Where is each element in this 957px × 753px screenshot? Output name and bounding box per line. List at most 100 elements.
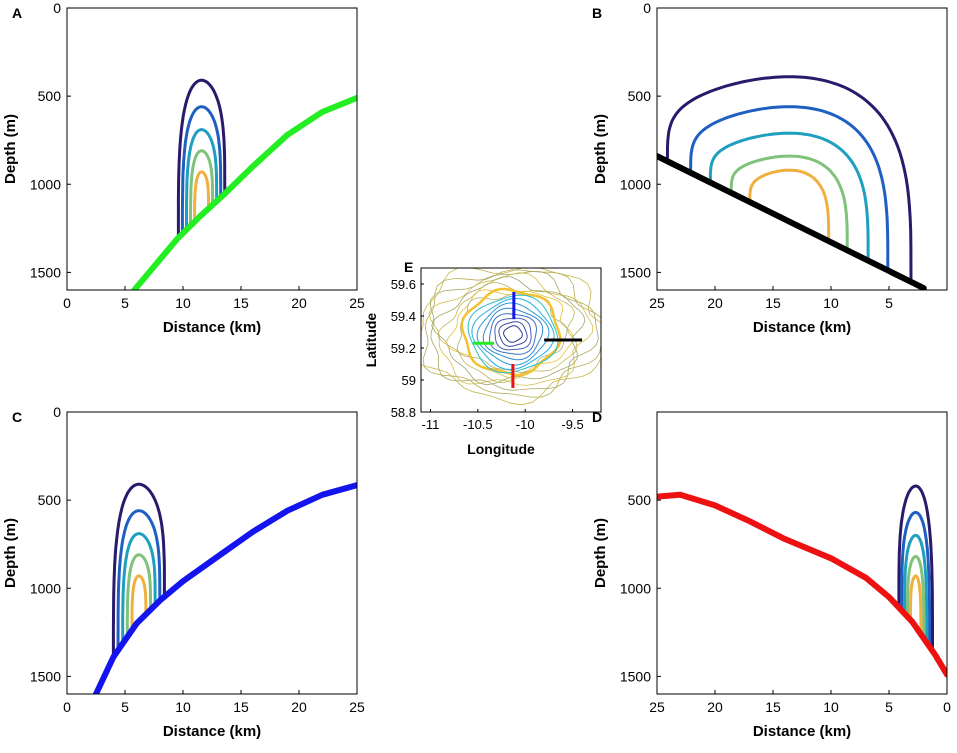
x-tick-label: 0 bbox=[943, 699, 951, 715]
contour-1 bbox=[665, 75, 913, 282]
y-tick-label: 1500 bbox=[620, 264, 651, 280]
panel-b: B 25 20 15 10 5 0 500 1000 1500 Distance (km) Depth… bbox=[592, 0, 948, 336]
map-box bbox=[420, 267, 602, 413]
axes-box bbox=[66, 411, 358, 695]
x-axis-label: Distance (km) bbox=[753, 319, 851, 336]
plot-area bbox=[131, 78, 357, 290]
y-tick-label: 1000 bbox=[30, 580, 61, 596]
x-tick-label: 15 bbox=[765, 295, 781, 311]
y-tick-label: 1500 bbox=[620, 668, 651, 684]
axes-box bbox=[656, 411, 948, 695]
panel-c: C 0 5 10 15 20 25 0 500 1000 1500 Distance (km) Dept… bbox=[2, 404, 365, 740]
inner-contour bbox=[471, 297, 555, 371]
inner-contour bbox=[503, 325, 523, 343]
y-tick-label: 1500 bbox=[30, 668, 61, 684]
x-tick-label: 0 bbox=[63, 699, 71, 715]
y-tick-label: 1000 bbox=[620, 176, 651, 192]
contour-4 bbox=[729, 154, 849, 251]
y-tick-label: 0 bbox=[53, 0, 61, 16]
y-tick-label: 1000 bbox=[30, 176, 61, 192]
y-tick-label: 1000 bbox=[620, 580, 651, 596]
contour-1 bbox=[176, 78, 227, 238]
x-tick-label: 25 bbox=[349, 295, 365, 311]
x-tick-label: 15 bbox=[233, 295, 249, 311]
x-tick-label: 10 bbox=[175, 699, 191, 715]
inner-contour bbox=[467, 294, 559, 374]
x-tick-label: 25 bbox=[649, 699, 665, 715]
outer-contour bbox=[437, 281, 578, 384]
contour-3 bbox=[121, 532, 157, 644]
plot-area bbox=[657, 484, 947, 678]
x-tick-label: 15 bbox=[233, 699, 249, 715]
x-axis-label: Distance (km) bbox=[163, 723, 261, 740]
x-tick-label: 25 bbox=[649, 295, 665, 311]
x-tick-label: 20 bbox=[707, 699, 723, 715]
x-tick-label: 5 bbox=[885, 295, 893, 311]
bathymetry-contours bbox=[421, 268, 601, 406]
contour-4 bbox=[189, 149, 215, 226]
x-tick-label: -9.5 bbox=[561, 417, 583, 432]
y-axis-label: Latitude bbox=[363, 313, 379, 368]
contour-1 bbox=[897, 484, 934, 651]
contour-2 bbox=[900, 511, 932, 647]
x-tick-label: 5 bbox=[121, 295, 129, 311]
contour-1 bbox=[111, 482, 166, 657]
x-tick-label: 5 bbox=[121, 699, 129, 715]
x-tick-label: 20 bbox=[291, 699, 307, 715]
panel-letter: C bbox=[12, 409, 22, 425]
y-tick-label: 500 bbox=[628, 492, 652, 508]
contour-3 bbox=[903, 533, 929, 643]
x-axis-label: Distance (km) bbox=[753, 723, 851, 740]
plot-area bbox=[93, 482, 357, 694]
x-tick-label: 5 bbox=[885, 699, 893, 715]
plot-area bbox=[657, 75, 927, 290]
y-tick-label: 1500 bbox=[30, 264, 61, 280]
y-tick-label: 59.6 bbox=[391, 277, 416, 292]
x-tick-label: -10 bbox=[516, 417, 535, 432]
contour-5 bbox=[193, 170, 210, 222]
inner-contour bbox=[488, 313, 538, 355]
y-tick-label: 59.2 bbox=[391, 341, 416, 356]
y-tick-label: 0 bbox=[643, 0, 651, 16]
x-tick-label: 20 bbox=[291, 295, 307, 311]
y-axis-label: Depth (m) bbox=[592, 114, 609, 184]
outer-contour bbox=[422, 269, 601, 398]
x-tick-label: 0 bbox=[63, 295, 71, 311]
topography-line bbox=[131, 94, 357, 290]
x-tick-label: 10 bbox=[823, 699, 839, 715]
panel-e-inset-map: E -11 -10.5 -10 -9.5 59.6 59.4 59.2 59 58.8 Longit… bbox=[363, 259, 602, 457]
panel-letter: D bbox=[592, 409, 602, 425]
x-tick-label: 15 bbox=[765, 699, 781, 715]
panel-d: D 25 20 15 10 5 0 500 1000 1500 Distance (km) Depth… bbox=[592, 409, 951, 740]
x-tick-label: -10.5 bbox=[463, 417, 493, 432]
y-tick-label: 500 bbox=[38, 88, 62, 104]
y-tick-label: 59 bbox=[402, 373, 416, 388]
inner-contour bbox=[498, 321, 528, 347]
x-tick-label: 20 bbox=[707, 295, 723, 311]
topography-line bbox=[93, 482, 357, 694]
x-axis-label: Longitude bbox=[467, 441, 535, 457]
y-tick-label: 0 bbox=[53, 404, 61, 420]
axes-box bbox=[66, 7, 358, 291]
axes-box bbox=[656, 7, 948, 291]
x-tick-label: -11 bbox=[422, 417, 440, 432]
outer-contour bbox=[431, 276, 586, 386]
panel-a: A 0 5 10 15 20 25 0 500 1000 1500 Distance (km) Dept… bbox=[2, 0, 365, 336]
contour-2 bbox=[689, 105, 890, 271]
contour-5 bbox=[909, 574, 923, 635]
contour-2 bbox=[180, 105, 223, 234]
panel-letter: B bbox=[592, 5, 602, 21]
contour-3 bbox=[185, 128, 219, 230]
y-axis-label: Depth (m) bbox=[2, 518, 19, 588]
y-tick-label: 500 bbox=[38, 492, 62, 508]
x-tick-label: 10 bbox=[823, 295, 839, 311]
x-axis-label: Distance (km) bbox=[163, 319, 261, 336]
contour-2 bbox=[116, 509, 162, 651]
topography-line bbox=[657, 153, 927, 290]
outer-contour bbox=[430, 270, 599, 391]
panel-letter: A bbox=[12, 5, 22, 21]
topography-line bbox=[657, 491, 947, 678]
contour-5 bbox=[748, 168, 831, 242]
y-axis-label: Depth (m) bbox=[2, 114, 19, 184]
